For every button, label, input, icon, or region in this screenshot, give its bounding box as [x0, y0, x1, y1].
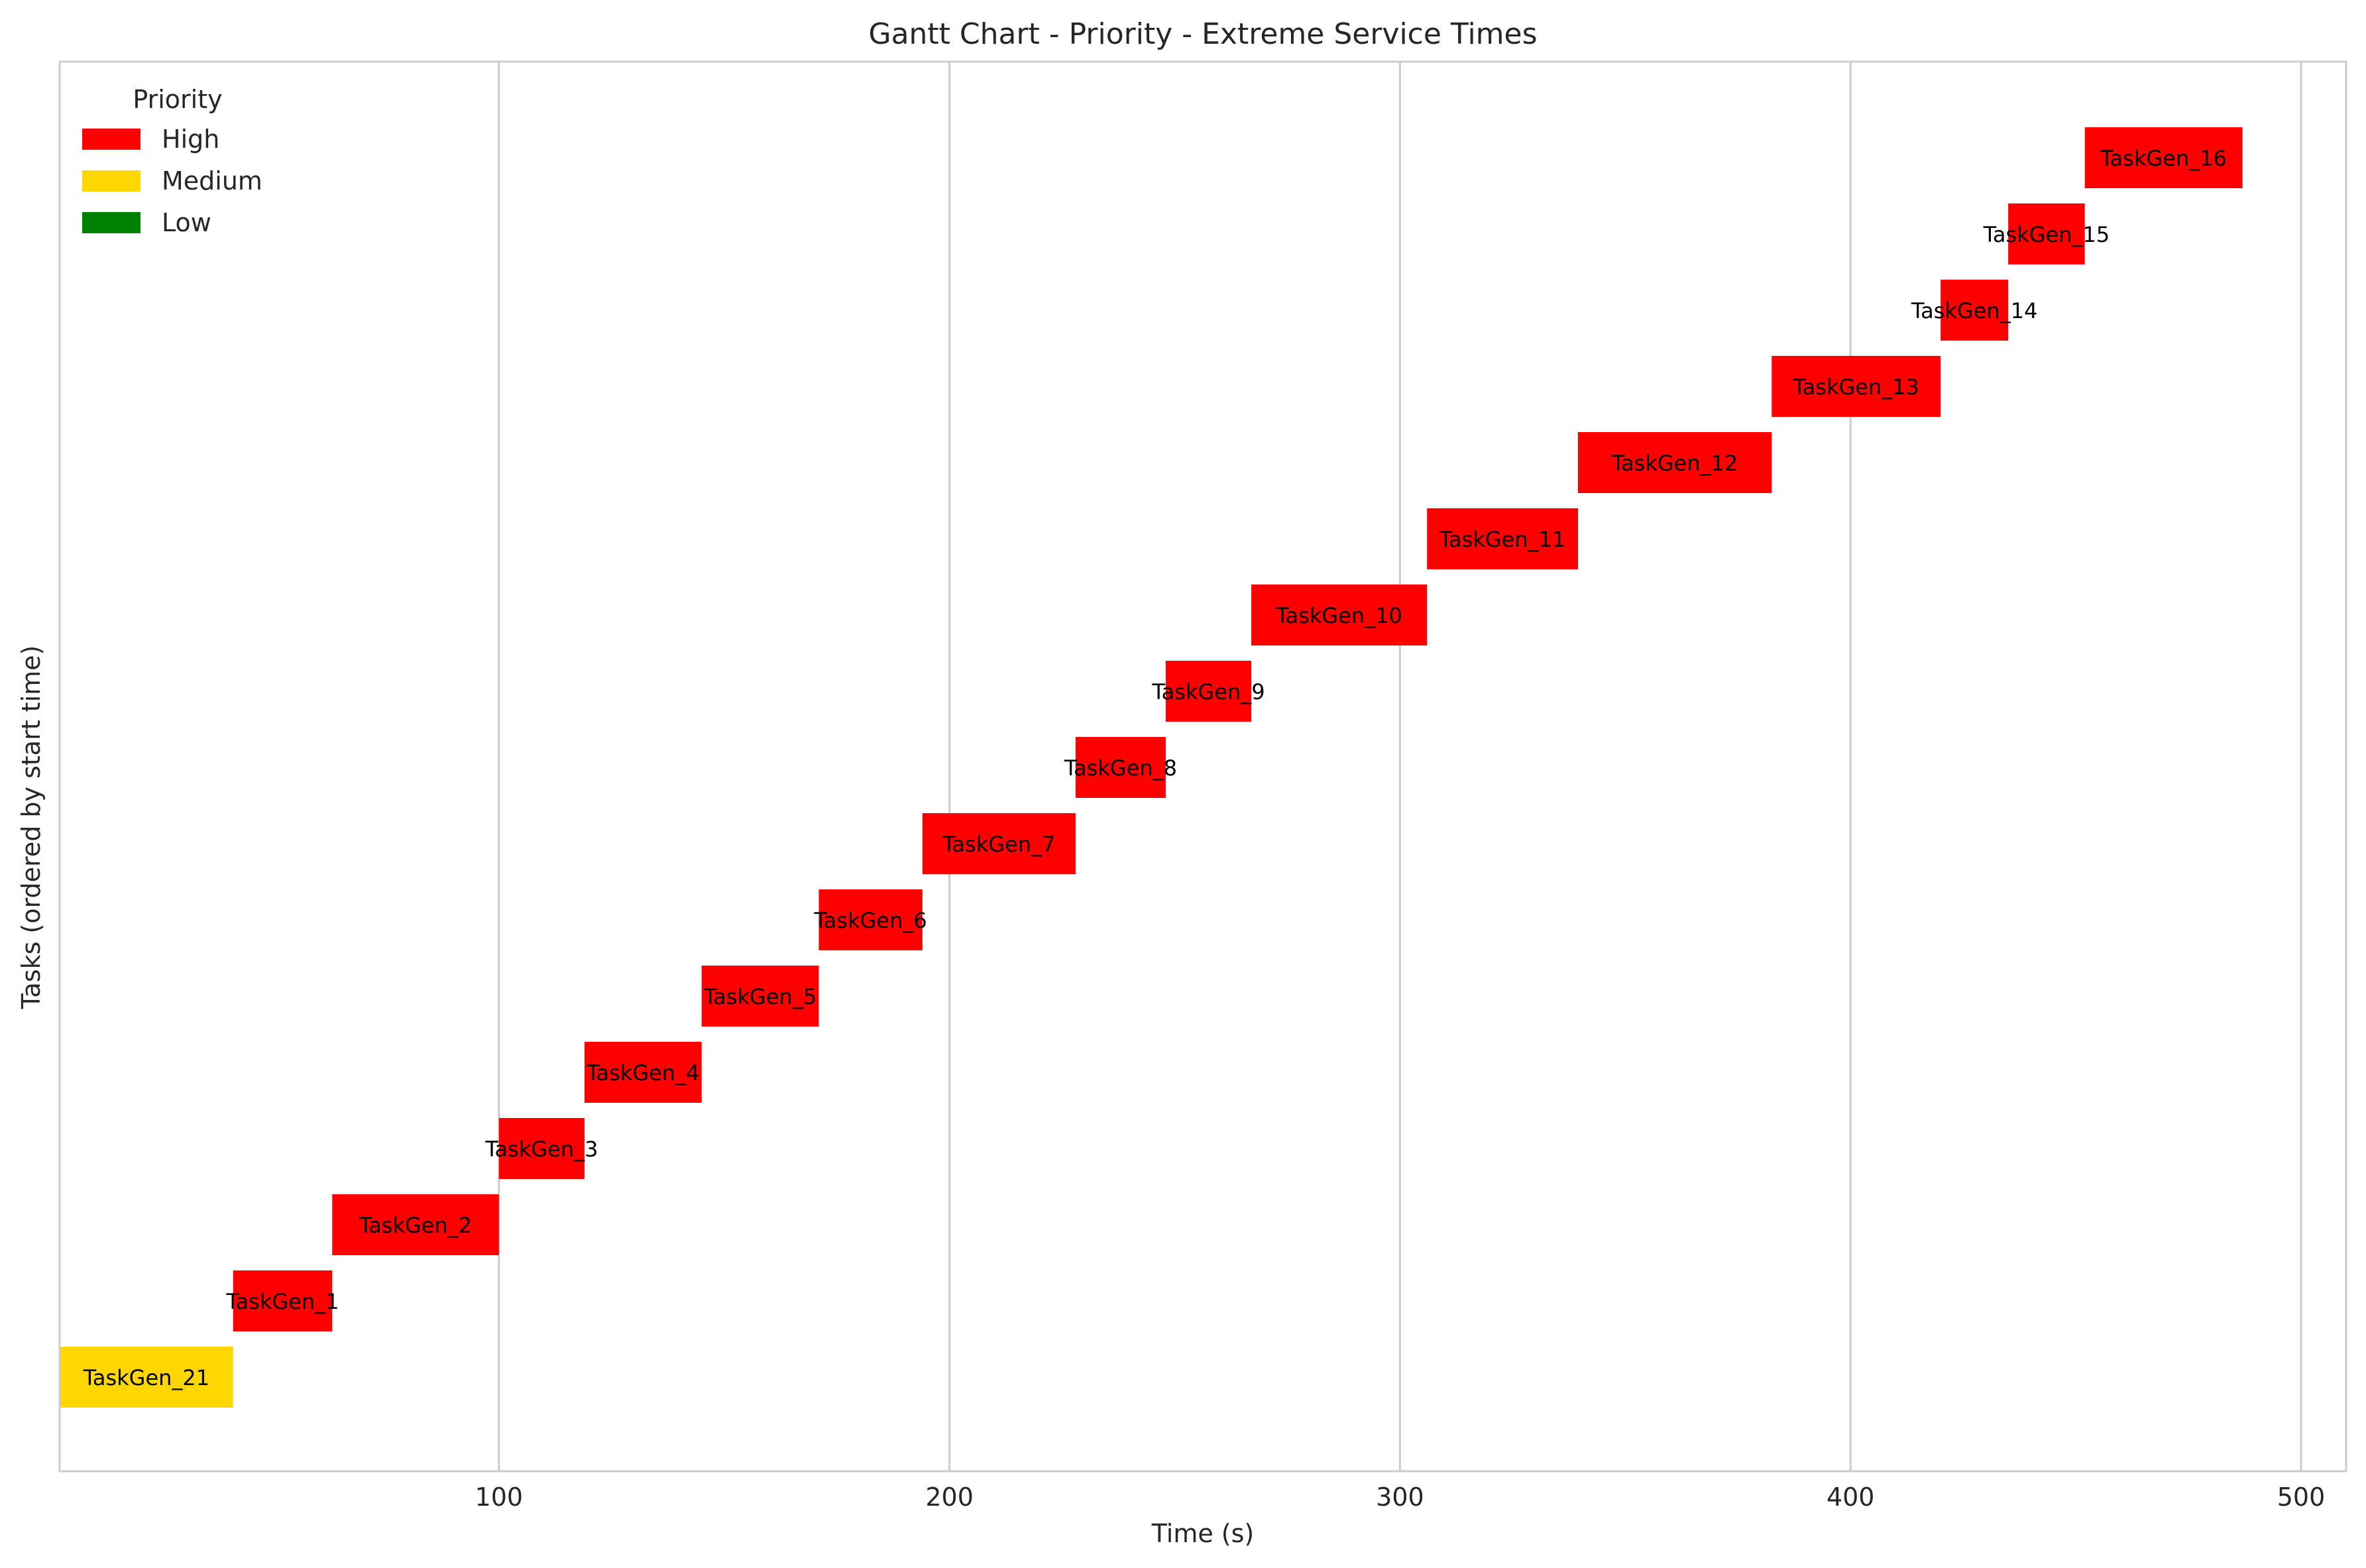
task-label-taskgen-6: TaskGen_6: [814, 908, 927, 933]
task-bar-taskgen-6: [818, 889, 923, 950]
task-label-taskgen-4: TaskGen_4: [586, 1060, 699, 1086]
legend-swatch-low: [82, 212, 141, 233]
task-labels: TaskGen_21 TaskGen_1 TaskGen_2 TaskGen_3 Tas…: [83, 146, 2227, 1390]
task-label-taskgen-2: TaskGen_2: [359, 1213, 472, 1238]
task-bar-taskgen-7: [922, 813, 1076, 874]
task-label-taskgen-5: TaskGen_5: [703, 984, 817, 1009]
legend-title: Priority: [133, 85, 222, 114]
legend-swatch-medium: [82, 170, 141, 192]
legend-swatch-high: [82, 129, 141, 150]
task-bar-taskgen-15: [2008, 203, 2085, 264]
chart-title: Gantt Chart - Priority - Extreme Service…: [868, 17, 1537, 51]
plot-frame: [58, 60, 2347, 1473]
task-label-taskgen-3: TaskGen_3: [484, 1137, 598, 1162]
task-bar-taskgen-10: [1251, 585, 1428, 645]
task-label-taskgen-1: TaskGen_1: [225, 1289, 339, 1314]
x-axis-label: Time (s): [1151, 1519, 1255, 1548]
task-label-taskgen-13: TaskGen_13: [1792, 374, 1919, 400]
x-tick-label-500: 500: [2277, 1483, 2326, 1512]
task-bar-taskgen-4: [584, 1042, 702, 1103]
task-bars: [60, 127, 2243, 1408]
task-label-taskgen-8: TaskGen_8: [1064, 756, 1177, 781]
task-bar-taskgen-5: [701, 966, 819, 1027]
task-label-taskgen-11: TaskGen_11: [1439, 527, 1566, 552]
x-tick-label-400: 400: [1827, 1483, 1875, 1512]
legend-label-low: Low: [162, 208, 211, 237]
task-label-taskgen-14: TaskGen_14: [1911, 298, 2038, 323]
x-tick-labels: 100 200 300 400 500: [475, 1483, 2326, 1512]
task-bar-taskgen-14: [1941, 280, 2009, 341]
task-label-taskgen-7: TaskGen_7: [942, 832, 1055, 857]
task-bar-taskgen-9: [1165, 661, 1252, 722]
task-label-taskgen-15: TaskGen_15: [1983, 222, 2110, 247]
legend-entries: High Medium Low: [82, 125, 262, 237]
task-bar-taskgen-8: [1075, 737, 1166, 798]
y-axis-label: Tasks (ordered by start time): [17, 645, 46, 1010]
x-tick-label-300: 300: [1376, 1483, 1424, 1512]
task-bar-taskgen-13: [1772, 356, 1941, 417]
task-bar-taskgen-3: [498, 1118, 585, 1179]
legend-label-medium: Medium: [162, 166, 262, 196]
task-bar-taskgen-12: [1577, 432, 1772, 493]
task-bar-taskgen-16: [2084, 127, 2243, 188]
task-bar-taskgen-21: [60, 1347, 233, 1408]
task-bar-taskgen-2: [332, 1194, 499, 1255]
x-tick-label-200: 200: [925, 1483, 974, 1512]
legend-label-high: High: [162, 125, 219, 154]
task-bar-taskgen-11: [1427, 508, 1578, 569]
task-label-taskgen-12: TaskGen_12: [1611, 451, 1738, 476]
x-tick-label-100: 100: [475, 1483, 524, 1512]
legend: Priority High Medium Low: [82, 85, 262, 237]
task-label-taskgen-10: TaskGen_10: [1275, 603, 1402, 628]
task-label-taskgen-16: TaskGen_16: [2100, 146, 2227, 171]
task-label-taskgen-21: TaskGen_21: [83, 1365, 210, 1390]
task-label-taskgen-9: TaskGen_9: [1151, 679, 1265, 704]
task-bar-taskgen-1: [233, 1270, 333, 1331]
